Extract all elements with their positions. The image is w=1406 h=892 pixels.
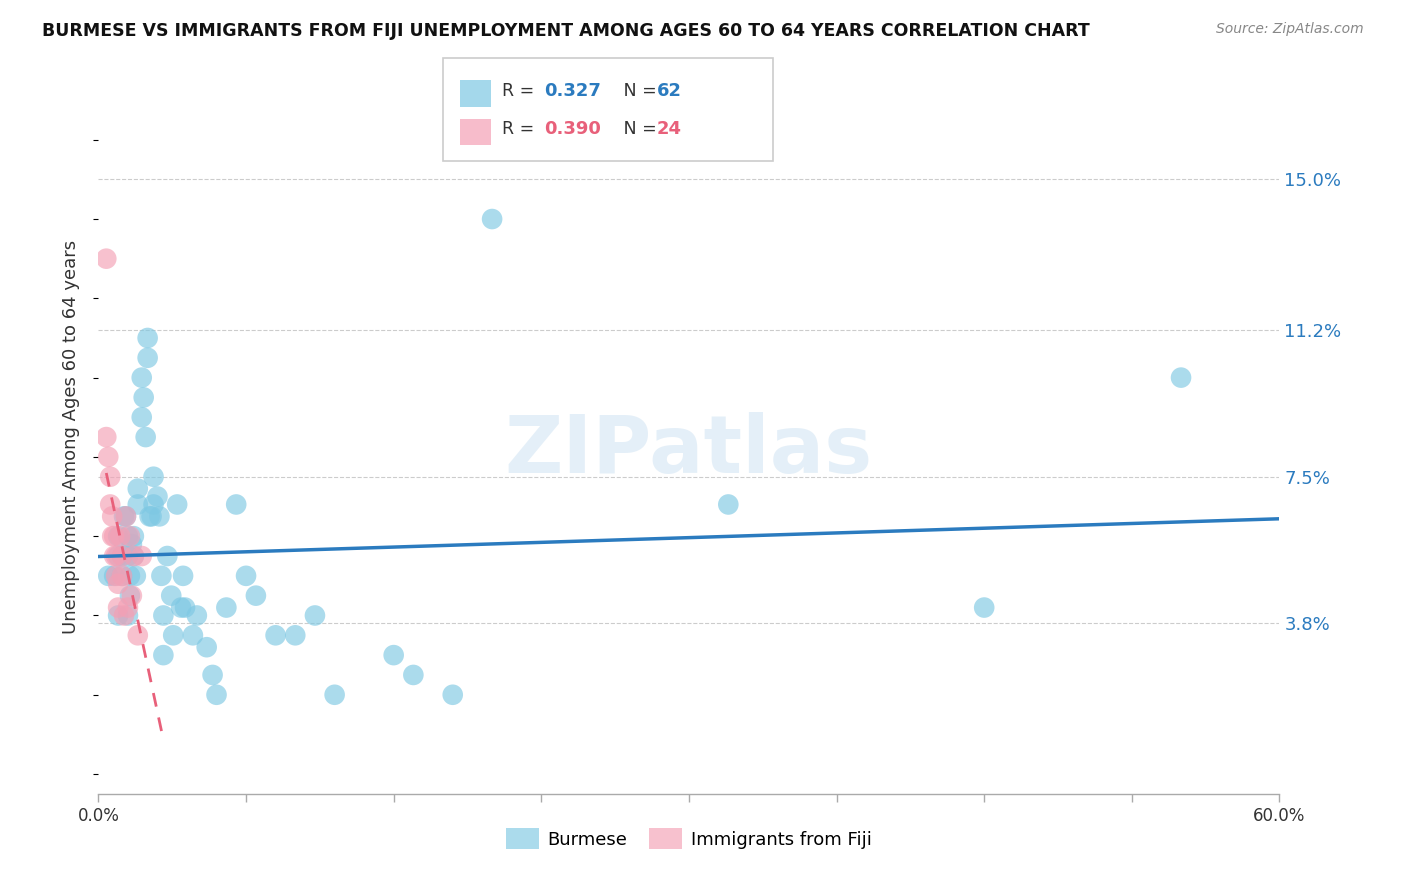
Point	[105, 549, 128, 563]
Point	[121, 537, 143, 551]
Point	[132, 391, 155, 405]
Point	[103, 529, 125, 543]
Point	[235, 569, 257, 583]
Point	[146, 490, 169, 504]
Point	[131, 410, 153, 425]
Point	[107, 600, 129, 615]
Text: N =: N =	[607, 120, 662, 138]
Point	[103, 569, 125, 583]
Point	[166, 498, 188, 512]
Point	[122, 529, 145, 543]
Text: 0.327: 0.327	[544, 82, 600, 100]
Point	[103, 549, 125, 563]
Text: ZIPatlas: ZIPatlas	[505, 412, 873, 491]
Point	[101, 529, 124, 543]
Point	[107, 549, 129, 563]
Text: R =: R =	[502, 120, 540, 138]
Point	[118, 569, 141, 583]
Text: 24: 24	[657, 120, 682, 138]
Point	[96, 252, 118, 266]
Point	[284, 628, 307, 642]
Point	[138, 509, 160, 524]
Point	[107, 576, 129, 591]
Point	[170, 600, 193, 615]
Point	[382, 648, 405, 662]
Point	[117, 608, 139, 623]
Point	[108, 529, 131, 543]
Point	[162, 628, 184, 642]
Point	[717, 498, 740, 512]
Point	[105, 569, 128, 583]
Point	[125, 569, 148, 583]
Point	[101, 509, 124, 524]
Point	[142, 498, 165, 512]
Point	[111, 549, 134, 563]
Point	[245, 589, 267, 603]
Point	[181, 628, 204, 642]
Point	[118, 529, 141, 543]
Text: Source: ZipAtlas.com: Source: ZipAtlas.com	[1216, 22, 1364, 37]
Text: BURMESE VS IMMIGRANTS FROM FIJI UNEMPLOYMENT AMONG AGES 60 TO 64 YEARS CORRELATI: BURMESE VS IMMIGRANTS FROM FIJI UNEMPLOY…	[42, 22, 1090, 40]
Point	[131, 370, 153, 384]
Text: 62: 62	[657, 82, 682, 100]
Point	[127, 482, 149, 496]
Point	[172, 569, 194, 583]
Point	[98, 498, 121, 512]
Point	[112, 509, 135, 524]
Point	[225, 498, 247, 512]
Point	[97, 569, 120, 583]
Point	[117, 600, 139, 615]
Point	[174, 600, 197, 615]
Point	[122, 549, 145, 563]
Point	[112, 608, 135, 623]
Point	[205, 688, 228, 702]
Point	[481, 212, 503, 227]
Point	[195, 640, 218, 655]
Point	[98, 469, 121, 483]
Point	[141, 509, 163, 524]
Point	[152, 608, 174, 623]
Point	[97, 450, 120, 464]
Point	[96, 430, 118, 444]
Point	[160, 589, 183, 603]
Point	[152, 648, 174, 662]
Point	[148, 509, 170, 524]
Point	[135, 430, 157, 444]
Point	[121, 589, 143, 603]
Text: R =: R =	[502, 82, 540, 100]
Point	[115, 509, 138, 524]
Point	[122, 549, 145, 563]
Point	[973, 600, 995, 615]
Point	[1170, 370, 1192, 384]
Point	[115, 509, 138, 524]
Point	[215, 600, 238, 615]
Y-axis label: Unemployment Among Ages 60 to 64 years: Unemployment Among Ages 60 to 64 years	[62, 240, 80, 634]
Point	[441, 688, 464, 702]
Point	[150, 569, 173, 583]
Point	[127, 498, 149, 512]
Point	[142, 469, 165, 483]
Point	[107, 608, 129, 623]
Point	[111, 549, 134, 563]
Point	[201, 668, 224, 682]
Point	[117, 549, 139, 563]
Point	[131, 549, 153, 563]
Point	[136, 331, 159, 345]
Point	[127, 628, 149, 642]
Legend: Burmese, Immigrants from Fiji: Burmese, Immigrants from Fiji	[499, 821, 879, 856]
Point	[186, 608, 208, 623]
Point	[304, 608, 326, 623]
Text: N =: N =	[607, 82, 662, 100]
Point	[111, 569, 134, 583]
Point	[156, 549, 179, 563]
Point	[107, 529, 129, 543]
Point	[117, 529, 139, 543]
Point	[323, 688, 346, 702]
Point	[118, 589, 141, 603]
Point	[264, 628, 287, 642]
Point	[136, 351, 159, 365]
Text: 0.390: 0.390	[544, 120, 600, 138]
Point	[111, 569, 134, 583]
Point	[402, 668, 425, 682]
